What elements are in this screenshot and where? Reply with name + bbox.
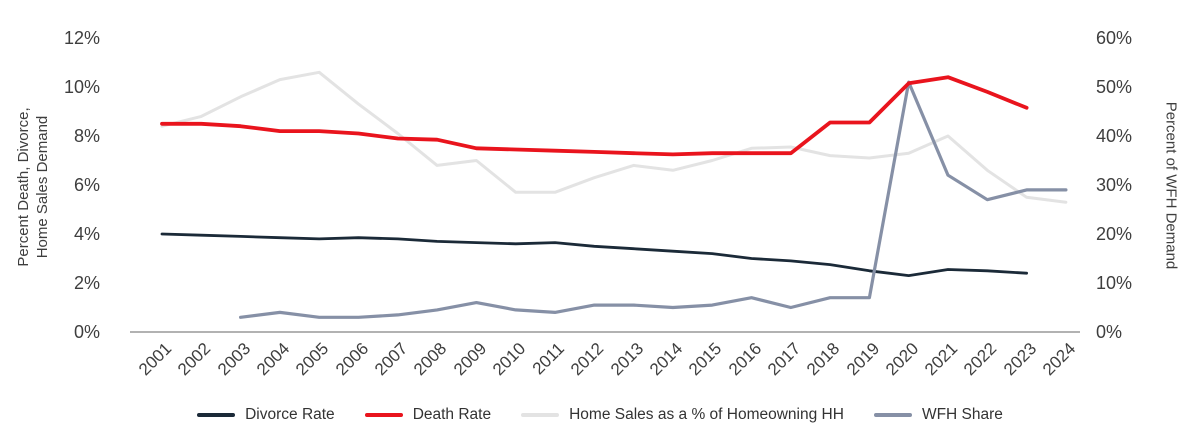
series-line-death-rate [160,75,1029,157]
left-axis-title-line1: Percent Death, Divorce, [15,107,32,267]
left-axis-tick-label: 0% [73,322,100,342]
chart-legend: Divorce Rate Death Rate Home Sales as a % … [0,406,1200,424]
legend-swatch-divorce-rate [197,413,236,417]
right-axis-tick-label: 0% [1096,322,1123,342]
legend-swatch-home-sales [521,413,560,417]
series-line-home-sales [160,70,1068,204]
legend-label-home-sales: Home Sales as a % of Homeowning HH [569,406,844,423]
right-axis-tick-label: 10% [1096,273,1133,293]
legend-label-divorce-rate: Divorce Rate [245,406,335,423]
legend-label-death-rate: Death Rate [412,406,492,423]
left-axis-tick-label: 6% [73,175,100,195]
right-axis-tick-label: 40% [1096,126,1133,146]
legend-item-wfh-share: WFH Share [873,406,1003,424]
left-axis-tick-label: 2% [73,273,100,293]
right-axis-title: Percent of WFH Demand [1162,101,1180,270]
right-axis-tick-label: 20% [1096,224,1133,244]
series-line-divorce-rate [160,232,1028,278]
legend-swatch-wfh-share [873,413,912,417]
left-axis-tick-label: 4% [73,224,100,244]
legend-swatch-death-rate [364,413,403,417]
legend-label-wfh-share: WFH Share [921,406,1003,423]
right-axis-tick-label: 60% [1096,28,1133,48]
legend-item-home-sales: Home Sales as a % of Homeowning HH [521,406,844,424]
left-axis-tick-label: 10% [63,77,100,97]
legend-item-death-rate: Death Rate [364,406,492,424]
left-axis-tick-label: 12% [63,28,100,48]
legend-item-divorce-rate: Divorce Rate [197,406,335,424]
right-axis-tick-label: 30% [1096,175,1133,195]
series-line-wfh-share [239,80,1068,319]
right-axis-tick-label: 50% [1096,77,1133,97]
left-axis-tick-label: 8% [73,126,100,146]
